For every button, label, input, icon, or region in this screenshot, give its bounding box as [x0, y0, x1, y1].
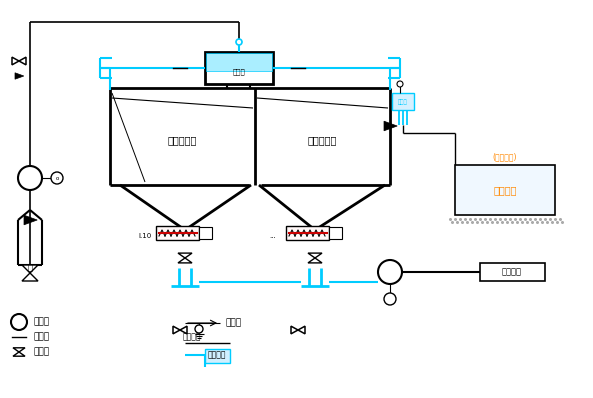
Text: 沙浆泵: 沙浆泵 [34, 318, 50, 326]
Text: 一级设备: 一级设备 [502, 267, 522, 277]
Polygon shape [178, 253, 192, 258]
Text: o: o [55, 176, 59, 181]
Bar [286, 226, 329, 240]
Circle shape [11, 314, 27, 330]
Text: 斜板浓密筱: 斜板浓密筱 [307, 135, 337, 145]
Polygon shape [24, 215, 37, 225]
Bar [329, 227, 342, 239]
Text: (下级设备): (下级设备) [493, 152, 517, 162]
Polygon shape [12, 57, 19, 65]
Polygon shape [15, 73, 24, 79]
Text: 截止鄀: 截止鄀 [34, 347, 50, 357]
Text: 液位计: 液位计 [398, 99, 408, 105]
Bar [199, 227, 212, 239]
Bar [480, 263, 545, 281]
Bar [156, 226, 199, 228]
Bar [206, 53, 272, 71]
Polygon shape [19, 57, 26, 65]
Circle shape [378, 260, 402, 284]
Polygon shape [180, 326, 187, 334]
Text: 水位间: 水位间 [232, 69, 246, 75]
Polygon shape [13, 348, 25, 352]
Text: l.10: l.10 [138, 233, 152, 239]
Text: 进: 进 [27, 263, 33, 273]
Polygon shape [384, 121, 397, 131]
Polygon shape [13, 352, 25, 356]
Circle shape [18, 166, 42, 190]
Circle shape [397, 81, 403, 87]
Bar [205, 349, 230, 363]
Polygon shape [308, 258, 322, 263]
Bar [156, 226, 199, 240]
Bar [392, 93, 414, 110]
Polygon shape [291, 326, 298, 334]
Text: ...: ... [270, 233, 276, 239]
Polygon shape [308, 253, 322, 258]
Polygon shape [298, 326, 305, 334]
Circle shape [236, 39, 242, 45]
Circle shape [51, 172, 63, 184]
Bar [205, 52, 273, 84]
Circle shape [195, 325, 203, 333]
Text: 斜板浓密筱: 斜板浓密筱 [167, 135, 197, 145]
Text: 循环水池: 循环水池 [493, 185, 517, 195]
Text: 循环水管: 循环水管 [208, 351, 227, 359]
Text: 浓缩设备: 浓缩设备 [183, 332, 202, 341]
Bar [455, 165, 555, 215]
Bar [286, 226, 329, 228]
Circle shape [384, 293, 396, 305]
Polygon shape [178, 258, 192, 263]
Polygon shape [22, 273, 38, 281]
Text: 液位器: 液位器 [225, 318, 241, 328]
Polygon shape [22, 265, 38, 273]
Polygon shape [173, 326, 180, 334]
Text: 胶管阀: 胶管阀 [34, 332, 50, 341]
